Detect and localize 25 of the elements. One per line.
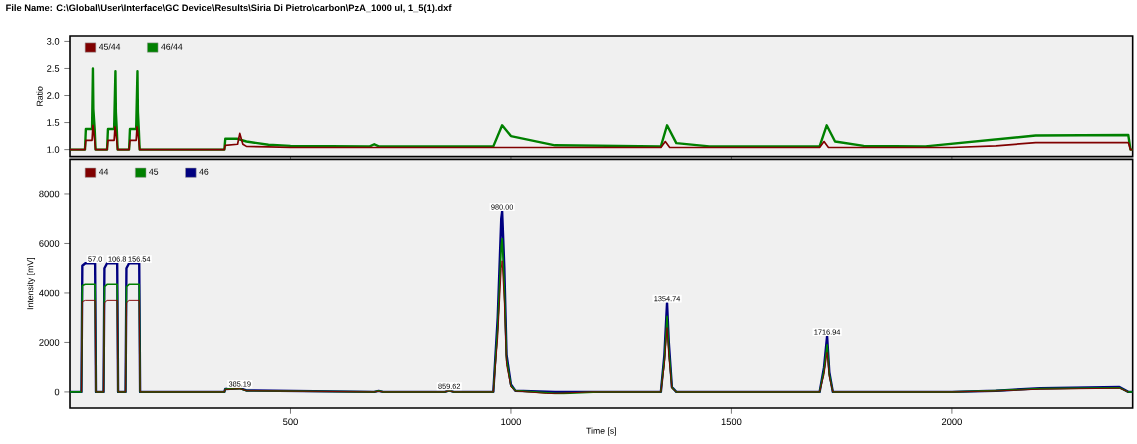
- y-axis-title: Ratio: [36, 86, 43, 106]
- x-tick-label: 1500: [721, 418, 742, 425]
- y-tick-label: 2.0: [47, 92, 60, 99]
- y-tick-label: 2.5: [47, 65, 60, 72]
- y-tick-label: 0: [54, 388, 60, 396]
- y-axis-title: Intensity [mV]: [26, 258, 36, 310]
- x-tick-label: 2000: [941, 418, 962, 425]
- y-tick-label: 3.0: [46, 38, 60, 45]
- y-tick-label: 4000: [39, 289, 60, 297]
- x-tick-label: 500: [283, 418, 298, 425]
- y-tick-label: 2000: [39, 339, 60, 346]
- line-series: [81, 260, 1129, 394]
- legend-label: 46/44: [161, 43, 183, 50]
- y-tick-label: 8000: [39, 190, 60, 198]
- legend-label: 45/44: [98, 43, 121, 50]
- chart-title: File Name: C:\Global\User\Interface\GC Device\Results\Siria Di Pietro\carbon\PzA_1000 ul, 1_5(1).dxf: [6, 4, 452, 13]
- y-tick-label: 6000: [39, 240, 60, 247]
- legend-label: 46: [199, 168, 209, 175]
- legend-label: 44: [98, 168, 109, 175]
- y-tick-label: 1.5: [47, 119, 60, 126]
- x-axis-title: Time [s]: [586, 427, 616, 436]
- legend-label: 45: [149, 168, 159, 175]
- line-series: [70, 67, 1133, 151]
- y-tick-label: 1.0: [47, 146, 60, 153]
- x-tick-label: 1000: [501, 418, 521, 425]
